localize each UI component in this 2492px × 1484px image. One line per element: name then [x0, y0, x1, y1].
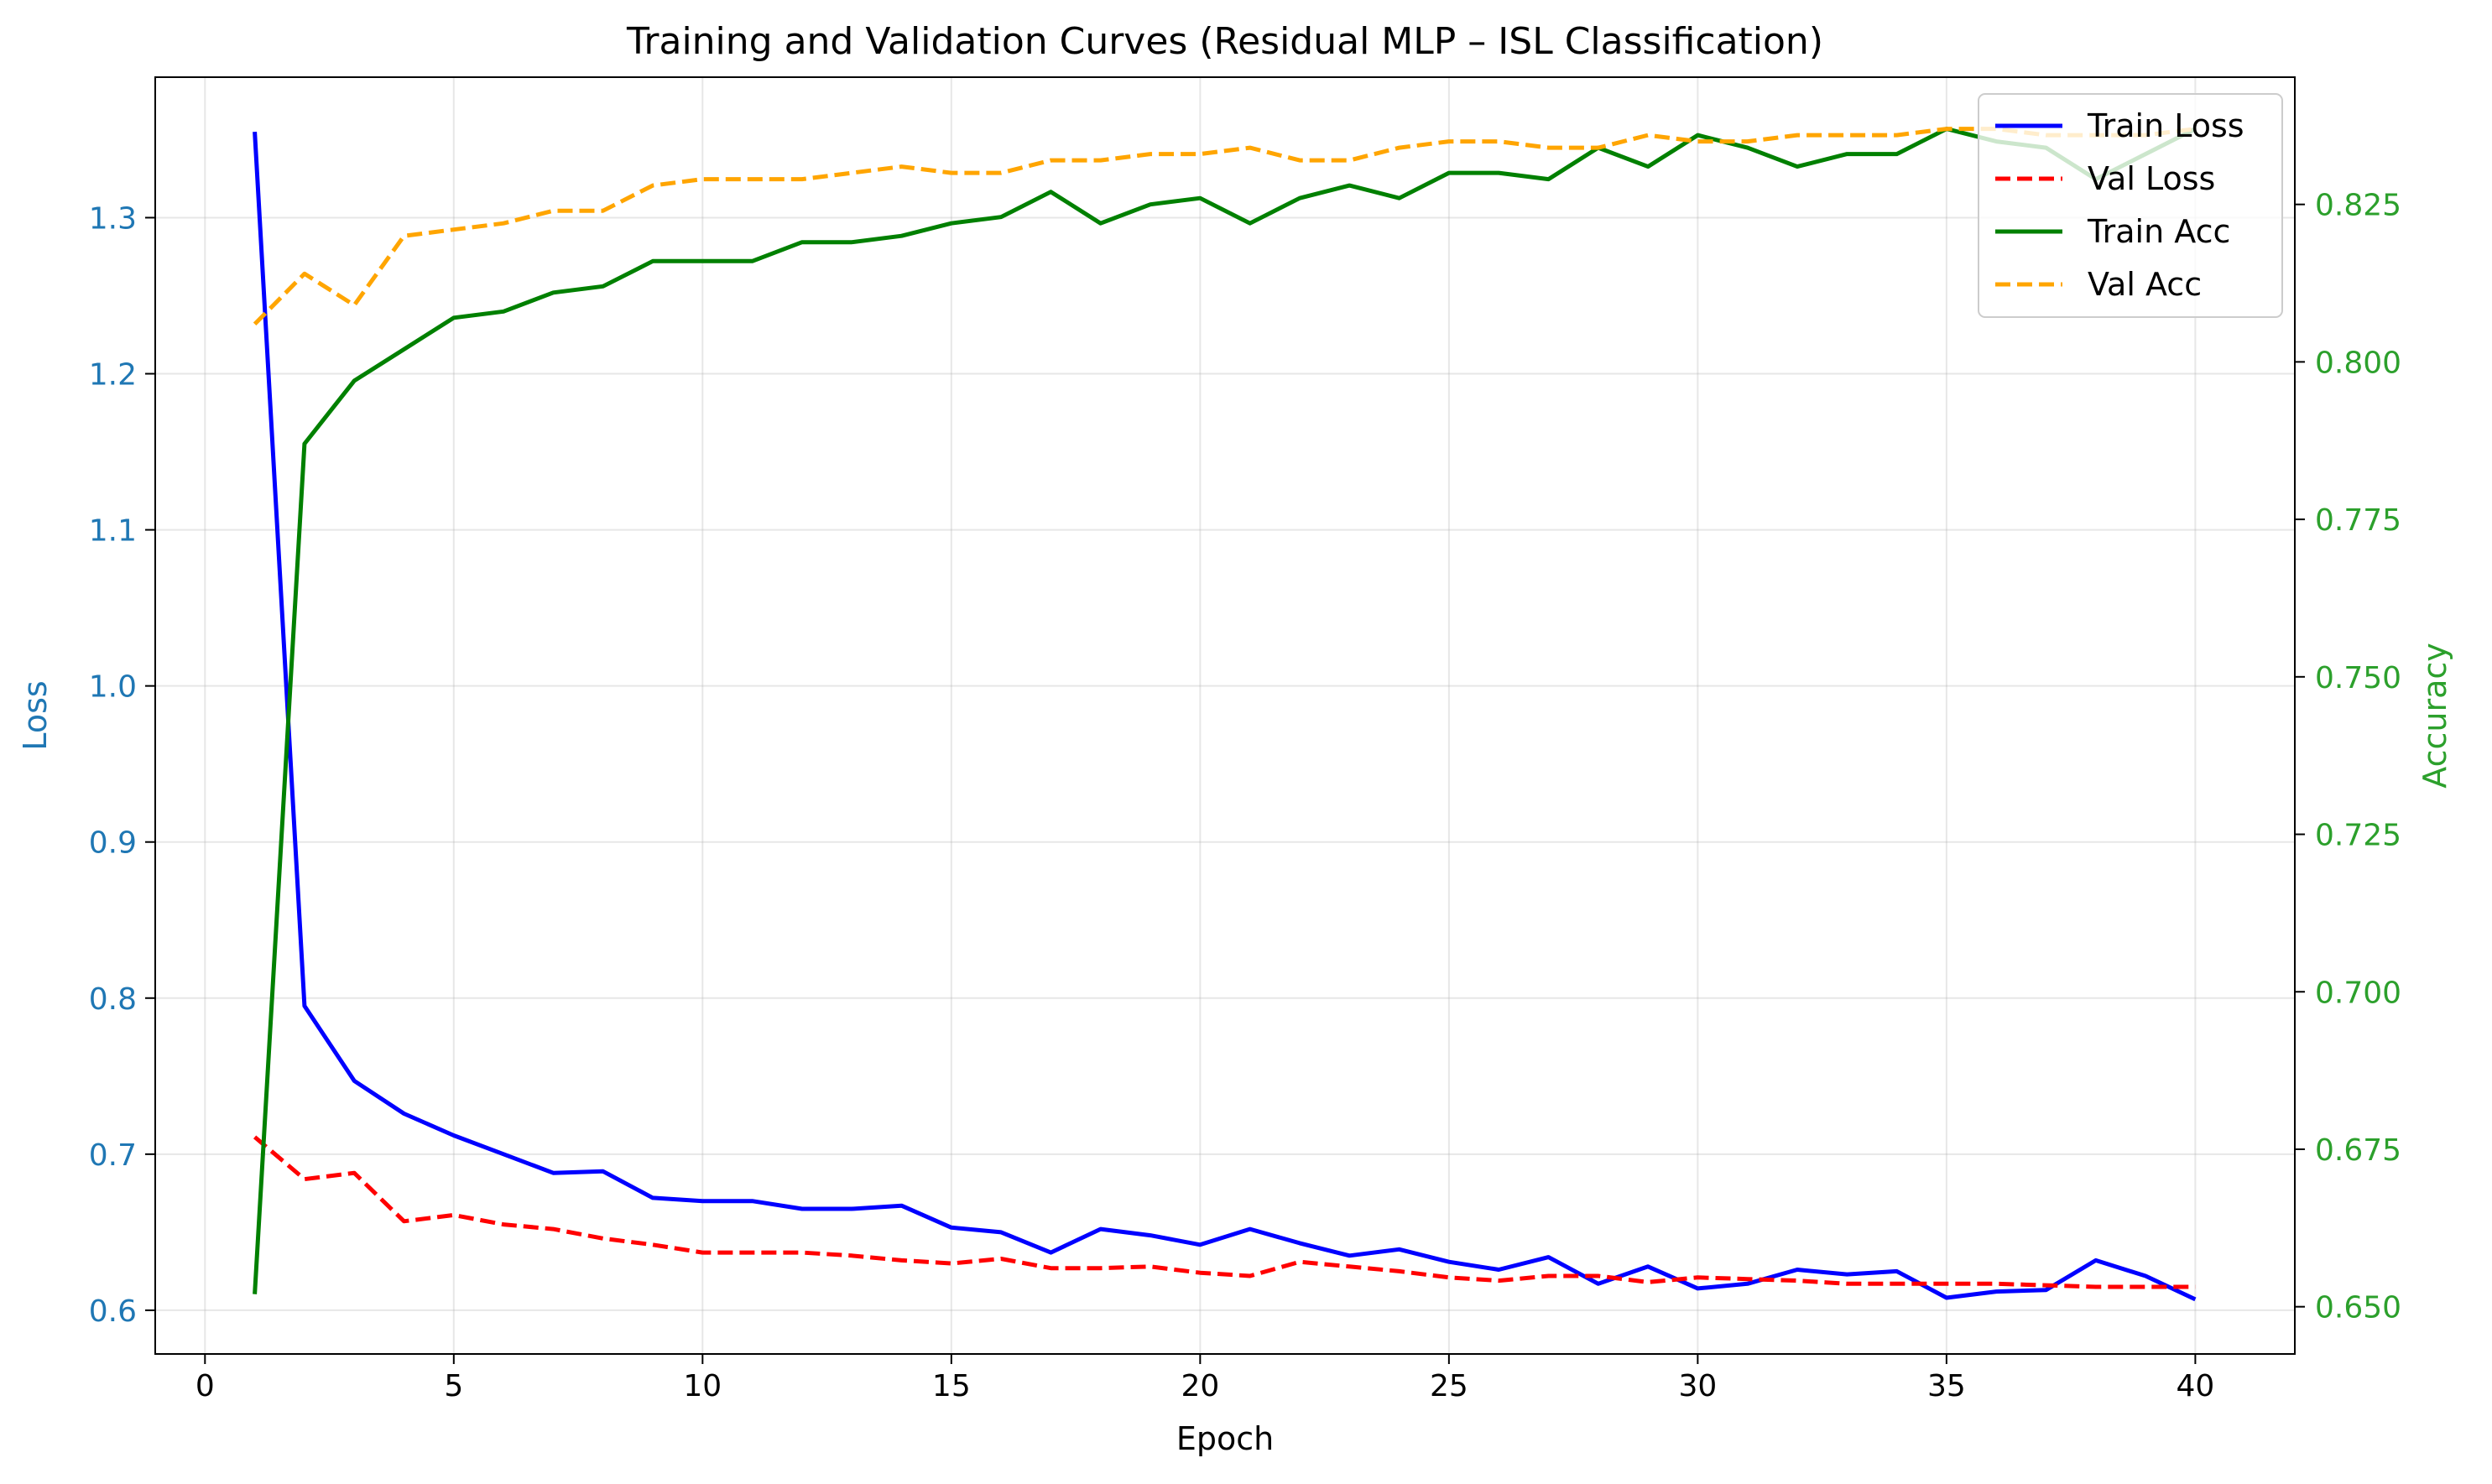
x-tick-label: 35: [1927, 1369, 1966, 1403]
y-left-tick-label: 0.8: [89, 982, 137, 1017]
x-tick-label: 25: [1430, 1369, 1468, 1403]
y-right-tick-label: 0.750: [2315, 661, 2401, 695]
series-val-acc-line: [253, 127, 2196, 326]
y-left-tick-label: 0.6: [89, 1294, 137, 1329]
series-train-acc-line: [253, 127, 2197, 1294]
legend-label-train-loss: Train Loss: [2087, 107, 2244, 144]
series-lines: [253, 127, 2197, 1302]
x-tick-label: 5: [444, 1369, 463, 1403]
y-left-tick-label: 1.0: [89, 670, 137, 705]
axis-ticks: 0 5 10 15 20 25 30 35 40 0.6 0.7 0.8 0.9 1.0 1.1 1.2 1.3…: [89, 189, 2401, 1403]
x-tick-label: 20: [1181, 1369, 1219, 1403]
series-val-loss-line: [253, 1135, 2196, 1289]
legend-label-train-acc: Train Acc: [2087, 213, 2230, 250]
y-left-tick-label: 1.3: [89, 201, 137, 236]
legend-label-val-acc: Val Acc: [2088, 266, 2202, 303]
x-tick-label: 0: [196, 1369, 215, 1403]
plot-frame: [154, 76, 2296, 1355]
y-left-tick-label: 0.7: [89, 1138, 137, 1173]
y-left-tick-label: 1.2: [89, 358, 137, 393]
y-right-tick-label: 0.650: [2315, 1291, 2401, 1325]
x-tick-label: 40: [2176, 1369, 2214, 1403]
x-tick-label: 30: [1678, 1369, 1717, 1403]
series-train-loss-line: [253, 131, 2197, 1302]
y-right-tick-label: 0.800: [2315, 346, 2401, 380]
y-axis-right-label: Accuracy: [2416, 643, 2453, 789]
y-axis-left-label: Loss: [17, 680, 54, 750]
y-right-tick-label: 0.775: [2315, 503, 2401, 538]
x-tick-label: 15: [932, 1369, 971, 1403]
x-axis-label: Epoch: [1176, 1420, 1274, 1457]
y-left-tick-label: 1.1: [89, 514, 137, 549]
legend: Train Loss Val Loss Train Acc Val Acc: [1978, 93, 2283, 318]
y-right-tick-label: 0.825: [2315, 189, 2401, 223]
legend-label-val-loss: Val Loss: [2088, 160, 2215, 197]
legend-box: [1978, 93, 2283, 318]
y-left-tick-label: 0.9: [89, 826, 137, 861]
y-right-tick-label: 0.700: [2315, 976, 2401, 1010]
y-right-tick-label: 0.675: [2315, 1133, 2401, 1168]
chart-title: Training and Validation Curves (Residual…: [626, 20, 1823, 63]
y-right-tick-label: 0.725: [2315, 819, 2401, 853]
x-tick-label: 10: [683, 1369, 722, 1403]
